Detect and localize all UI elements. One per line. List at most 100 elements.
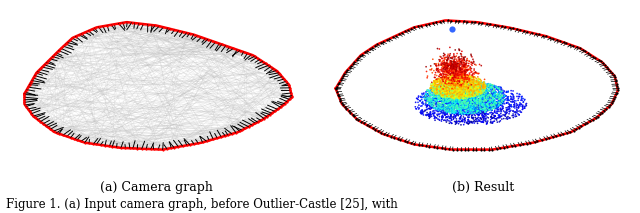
Point [471, 120, 481, 123]
Point [431, 102, 442, 106]
Point [424, 96, 435, 100]
Point [506, 95, 516, 98]
Point [468, 86, 478, 89]
Point [429, 94, 439, 97]
Point [449, 67, 460, 70]
Point [431, 78, 441, 81]
Point [462, 87, 472, 91]
Point [479, 81, 489, 84]
Point [495, 99, 505, 102]
Point [459, 77, 469, 81]
Point [437, 107, 447, 111]
Point [459, 98, 469, 102]
Point [451, 119, 461, 123]
Point [434, 108, 444, 111]
Point [465, 109, 476, 112]
Point [370, 128, 380, 131]
Point [477, 86, 487, 89]
Point [492, 102, 502, 106]
Point [471, 79, 481, 82]
Point [442, 93, 452, 96]
Point [434, 89, 444, 92]
Point [430, 95, 440, 98]
Point [438, 59, 449, 62]
Point [468, 85, 478, 88]
Point [460, 86, 470, 90]
Point [445, 89, 455, 92]
Point [590, 56, 600, 60]
Point [459, 85, 469, 89]
Point [462, 105, 472, 108]
Point [486, 115, 496, 118]
Point [487, 98, 497, 101]
Point [478, 102, 488, 106]
Point [128, 147, 138, 150]
Point [459, 85, 469, 89]
Point [470, 99, 480, 102]
Point [458, 94, 468, 97]
Point [458, 105, 468, 108]
Point [453, 98, 463, 102]
Point [452, 101, 462, 104]
Point [440, 89, 450, 93]
Point [453, 77, 463, 80]
Point [483, 107, 493, 111]
Point [432, 91, 442, 94]
Point [439, 106, 449, 109]
Point [498, 91, 508, 94]
Point [488, 91, 498, 94]
Point [472, 108, 482, 112]
Point [445, 90, 456, 94]
Point [468, 104, 479, 108]
Point [449, 88, 460, 92]
Point [446, 83, 456, 86]
Point [494, 90, 504, 94]
Point [424, 90, 435, 93]
Point [467, 108, 477, 112]
Point [438, 109, 449, 112]
Point [435, 91, 445, 94]
Point [461, 78, 472, 81]
Point [463, 103, 473, 106]
Point [495, 96, 505, 99]
Point [460, 84, 470, 87]
Point [454, 94, 465, 97]
Point [438, 100, 448, 104]
Point [454, 93, 465, 96]
Point [447, 76, 458, 80]
Point [483, 94, 493, 97]
Point [436, 96, 446, 99]
Point [452, 79, 463, 82]
Point [515, 95, 525, 98]
Point [438, 61, 449, 64]
Point [451, 83, 461, 87]
Point [433, 83, 444, 87]
Point [454, 68, 465, 71]
Point [504, 110, 515, 113]
Point [454, 112, 465, 116]
Point [422, 97, 433, 100]
Point [492, 97, 502, 101]
Point [431, 104, 442, 108]
Point [453, 83, 463, 87]
Point [472, 95, 483, 98]
Point [98, 24, 108, 28]
Point [473, 89, 483, 93]
Point [470, 86, 480, 90]
Point [467, 104, 477, 108]
Point [422, 92, 433, 95]
Point [453, 88, 463, 91]
Point [466, 71, 476, 74]
Point [457, 94, 467, 97]
Point [463, 116, 474, 119]
Point [477, 107, 487, 111]
Point [467, 88, 477, 91]
Point [466, 108, 476, 111]
Point [461, 103, 472, 106]
Point [441, 89, 451, 93]
Point [452, 105, 463, 109]
Point [465, 84, 476, 88]
Point [458, 86, 468, 89]
Point [457, 80, 467, 83]
Point [436, 89, 447, 92]
